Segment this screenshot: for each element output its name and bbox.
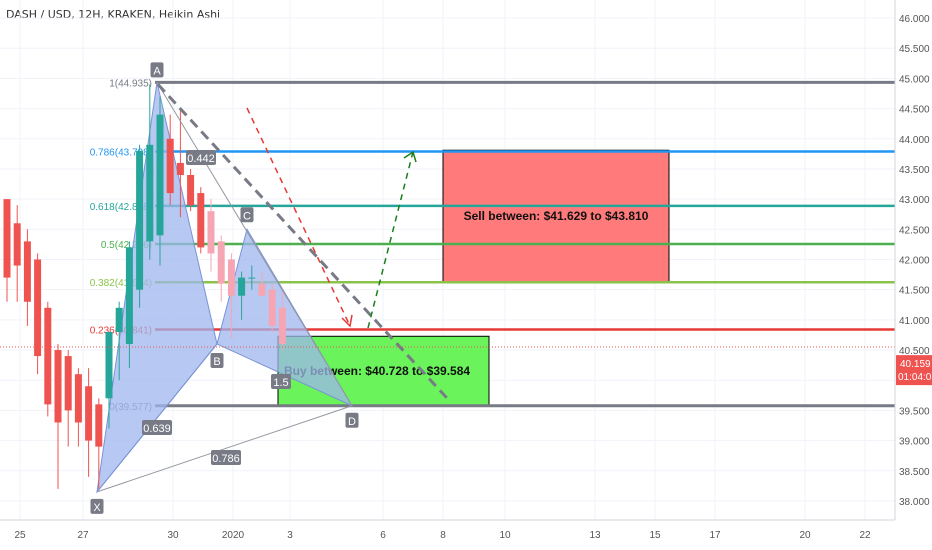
ratio-badge-0-bg xyxy=(142,420,172,435)
y-tick-label: 39.500 xyxy=(899,406,930,417)
y-tick-label: 44.500 xyxy=(899,105,930,116)
point-label-d: D xyxy=(348,416,356,428)
x-tick-label: 30 xyxy=(167,530,179,541)
y-tick-label: 43.500 xyxy=(899,165,930,176)
xb-line xyxy=(96,343,218,493)
point-label-x-bg xyxy=(90,498,104,514)
sell-zone-label: Sell between: $41.629 to $43.810 xyxy=(464,209,649,223)
y-tick-label: 43.000 xyxy=(899,195,930,206)
price-axis-bg xyxy=(895,0,932,550)
y-tick-label: 41.000 xyxy=(899,316,930,327)
ratio-badge-1-bg xyxy=(186,150,216,165)
candle-body xyxy=(268,289,276,326)
fib-label-1: 1(44.935) xyxy=(109,78,152,89)
candle-body xyxy=(278,307,286,344)
candle-body xyxy=(125,247,133,344)
fib-label-0.382: 0.382(41.624) xyxy=(90,278,152,289)
y-tick-label: 40.500 xyxy=(899,346,930,357)
x-tick-label: 17 xyxy=(709,530,721,541)
green-arrow-head xyxy=(403,150,417,163)
y-tick-label: 46.000 xyxy=(899,14,930,25)
x-tick-label: 22 xyxy=(859,530,871,541)
x-tick-label: 15 xyxy=(649,530,661,541)
red-dashed-arrow xyxy=(246,107,351,327)
candle-body xyxy=(95,404,103,447)
candle-body xyxy=(197,193,205,248)
x-tick-label: 20 xyxy=(799,530,811,541)
candle-body xyxy=(136,150,144,290)
red-arrow-head xyxy=(341,314,353,328)
last-price-value: 40.159 xyxy=(900,359,931,370)
y-tick-label: 45.500 xyxy=(899,44,930,55)
candle-body xyxy=(74,374,82,423)
ratio-badge-3-bg xyxy=(271,374,291,389)
x-tick-label: 2020 xyxy=(222,530,245,541)
y-tick-label: 38.000 xyxy=(899,497,930,508)
point-label-b-bg xyxy=(210,353,224,368)
candle-body xyxy=(3,199,11,278)
candle-body xyxy=(85,386,93,441)
x-tick-label: 10 xyxy=(499,530,511,541)
y-tick-label: 41.500 xyxy=(899,286,930,297)
point-label-a: A xyxy=(153,65,161,77)
candle-body xyxy=(258,283,266,296)
time-axis-bg xyxy=(0,520,932,550)
candle-body xyxy=(238,277,246,296)
x-tick-label: 13 xyxy=(589,530,601,541)
xd-line xyxy=(96,405,353,493)
green-dashed-arrow xyxy=(367,151,414,329)
fib-label-0.618: 0.618(42.888) xyxy=(90,202,152,213)
sell-zone xyxy=(442,149,670,283)
candle-body xyxy=(176,162,184,175)
candle-body xyxy=(207,211,215,254)
candle-body xyxy=(54,350,62,423)
candle-body xyxy=(23,241,31,302)
y-tick-label: 39.000 xyxy=(899,437,930,448)
y-tick-label: 45.000 xyxy=(899,74,930,85)
candle-body xyxy=(248,277,256,279)
y-tick-label: 44.000 xyxy=(899,135,930,146)
candle-body xyxy=(44,307,52,405)
candle-body xyxy=(166,138,174,194)
candle-body xyxy=(105,331,113,399)
projection-dashed-line xyxy=(156,83,452,403)
candle-body xyxy=(146,144,154,242)
candle-body xyxy=(115,307,123,332)
candle-body xyxy=(187,174,195,206)
y-tick-label: 42.000 xyxy=(899,255,930,266)
candle-body xyxy=(34,259,42,357)
point-label-c-bg xyxy=(240,207,254,223)
ratio-badge-1: 0.442 xyxy=(187,153,215,165)
candle-body xyxy=(156,114,164,236)
point-label-a-bg xyxy=(150,62,164,78)
x-tick-label: 25 xyxy=(14,530,26,541)
y-tick-label: 38.500 xyxy=(899,467,930,478)
candle-body xyxy=(13,223,21,266)
ratio-badge-0: 0.639 xyxy=(143,423,171,435)
point-label-c: C xyxy=(243,210,251,222)
x-tick-label: 8 xyxy=(440,530,446,541)
point-label-d-bg xyxy=(345,412,359,428)
point-label-x: X xyxy=(93,502,101,514)
candle-body xyxy=(217,241,225,284)
x-tick-label: 27 xyxy=(77,530,89,541)
candle-countdown: 01:04:05 xyxy=(898,372,932,383)
point-label-b: B xyxy=(213,356,220,368)
x-tick-label: 3 xyxy=(287,530,293,541)
candle-body xyxy=(64,356,72,411)
ratio-badge-3: 1.5 xyxy=(273,377,288,389)
last-price-tag xyxy=(896,355,932,386)
ratio-badge-2-bg xyxy=(211,450,241,465)
ratio-badge-2: 0.786 xyxy=(212,453,240,465)
ad-line xyxy=(156,82,353,407)
candle-body xyxy=(227,259,235,296)
fib-label-0.5: 0.5(42.256) xyxy=(101,240,152,251)
x-tick-label: 6 xyxy=(380,530,386,541)
fib-label-0.786: 0.786(43.788) xyxy=(90,148,152,159)
y-tick-label: 42.500 xyxy=(899,225,930,236)
